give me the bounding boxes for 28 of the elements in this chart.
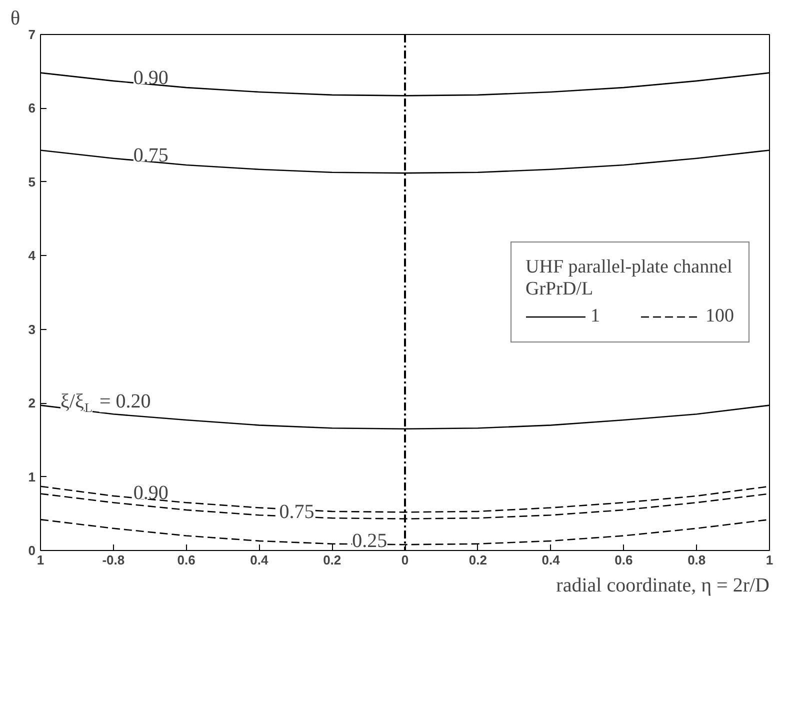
x-tick-label: 0.2: [323, 552, 342, 568]
x-tick-label: 0.8: [688, 552, 706, 568]
legend-title: UHF parallel-plate channel GrPrD/L: [526, 256, 734, 300]
y-tick-label: 6: [28, 100, 36, 116]
x-tick-label: 0.6: [614, 552, 633, 568]
annotation: 0.75: [133, 144, 168, 166]
legend-label: 1: [590, 306, 601, 328]
x-tick-label: 0.2: [468, 552, 487, 568]
y-tick-label: 7: [28, 27, 36, 42]
y-tick-label: 3: [28, 322, 36, 337]
x-tick-label: 1: [766, 552, 774, 568]
x-tick-label: 0.6: [177, 552, 196, 568]
x-tick-label: 0.4: [250, 552, 270, 568]
y-tick-label: 0: [28, 543, 36, 558]
legend-label: 100: [706, 306, 734, 328]
x-tick-label: -0.8: [102, 552, 125, 568]
annotation: 0.90: [133, 482, 168, 504]
y-tick-label: 5: [28, 174, 36, 190]
y-tick-label: 1: [28, 469, 36, 484]
y-tick-label: 2: [28, 396, 36, 411]
y-tick-label: 4: [28, 248, 36, 264]
annotation: 0.75: [279, 501, 314, 524]
y-axis-title: θ: [10, 8, 20, 30]
x-tick-label: 0.4: [542, 552, 561, 568]
annotation: 0.90: [133, 66, 168, 89]
annotation: 0.25: [352, 530, 388, 552]
x-axis-title: radial coordinate, η = 2r/D: [556, 574, 770, 596]
x-tick-label: 0: [401, 552, 409, 568]
